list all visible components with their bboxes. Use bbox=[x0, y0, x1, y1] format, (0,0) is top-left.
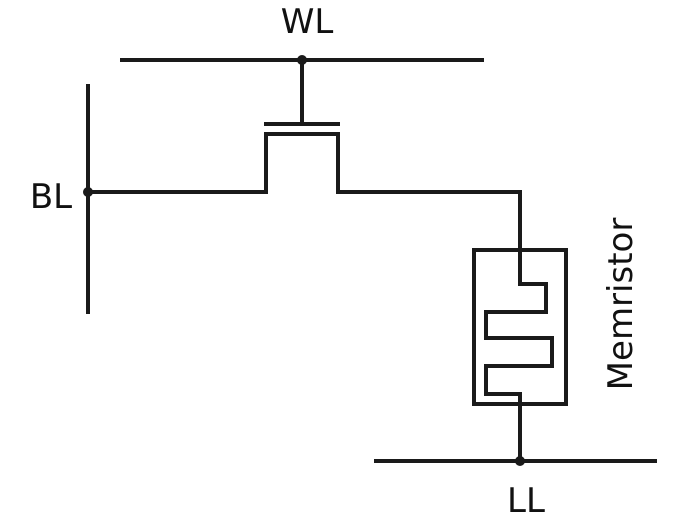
lower-line-node bbox=[515, 456, 525, 466]
label-wl: WL bbox=[281, 2, 334, 42]
label-bl: BL bbox=[30, 177, 72, 217]
bit-line-node bbox=[83, 187, 93, 197]
label-ll: LL bbox=[507, 481, 545, 521]
transistor-body bbox=[86, 132, 522, 252]
label-memristor: Memristor bbox=[601, 218, 641, 391]
memristor-zigzag bbox=[484, 248, 554, 396]
